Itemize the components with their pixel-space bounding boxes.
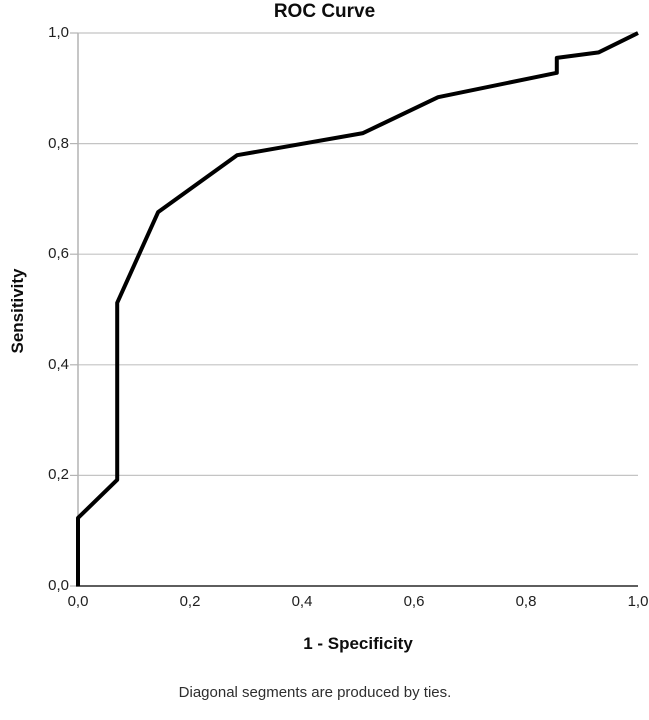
x-tick-label-0,6: 0,6 [403,593,425,610]
x-tick-label-0,4: 0,4 [291,593,313,610]
x-axis-title: 1 - Specificity [303,634,413,653]
x-tick-label-0,0: 0,0 [67,593,89,610]
chart-title: ROC Curve [273,1,376,22]
y-tick-label-0,6: 0,6 [48,245,69,263]
roc-curve-line [76,31,639,586]
x-tick-label-1,0: 1,0 [627,593,649,610]
y-tick-label-0,0: 0,0 [48,577,69,594]
y-tick-label-0,2: 0,2 [48,466,69,484]
y-tick-label-1,0: 1,0 [48,24,69,41]
y-axis-title: Sensitivity [8,268,27,354]
x-tick-label-0,2: 0,2 [179,593,201,610]
plot-area [70,31,639,587]
y-tick-label-0,8: 0,8 [48,134,69,152]
x-tick-label-0,8: 0,8 [515,593,537,610]
y-tick-label-0,4: 0,4 [48,355,69,373]
chart-footnote: Diagonal segments are produced by ties. [178,684,452,701]
